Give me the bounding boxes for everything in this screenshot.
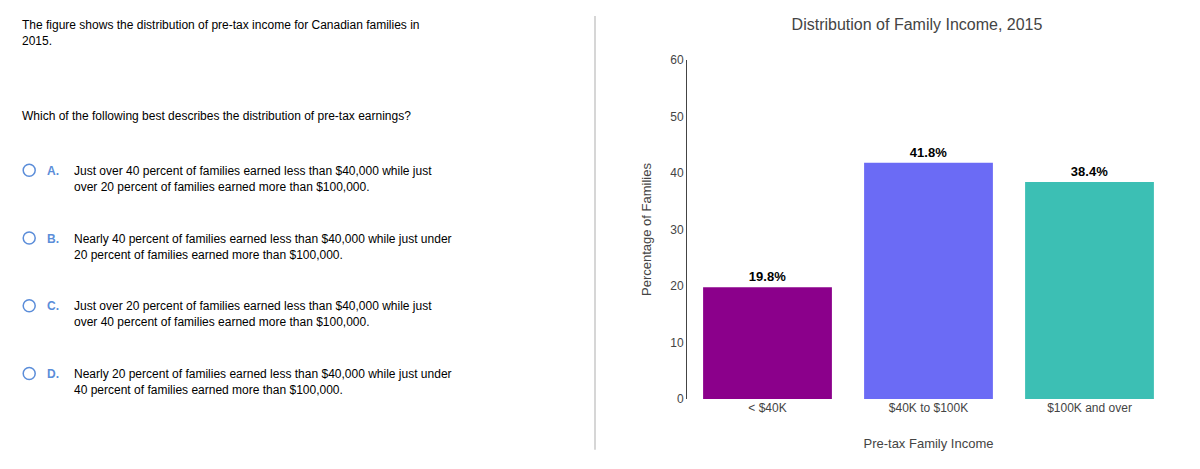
svg-text:50: 50	[670, 110, 684, 124]
svg-text:Percentage of Families: Percentage of Families	[639, 163, 654, 296]
svg-text:The figure shows the distribut: The figure shows the distribution of pre…	[22, 18, 420, 48]
svg-text:A.: A.	[47, 164, 59, 178]
svg-text:38.4%: 38.4%	[1071, 164, 1108, 179]
svg-text:60: 60	[670, 53, 684, 67]
svg-text:B.: B.	[47, 232, 59, 246]
svg-text:Pre-tax Family Income: Pre-tax Family Income	[863, 436, 993, 451]
svg-text:< $40K: < $40K	[748, 401, 786, 415]
svg-text:$40K to $100K: $40K to $100K	[889, 401, 968, 415]
svg-text:D.: D.	[47, 367, 59, 381]
svg-text:Distribution of Family Income,: Distribution of Family Income, 2015	[792, 16, 1043, 33]
svg-text:19.8%: 19.8%	[749, 269, 786, 284]
svg-text:10: 10	[670, 336, 684, 350]
svg-text:30: 30	[670, 223, 684, 237]
svg-text:$100K and over: $100K and over	[1047, 401, 1132, 415]
svg-text:Which of the following best de: Which of the following best describes th…	[22, 109, 411, 123]
svg-text:0: 0	[677, 392, 684, 406]
svg-text:20: 20	[670, 279, 684, 293]
svg-text:41.8%: 41.8%	[910, 145, 947, 160]
svg-text:40: 40	[670, 166, 684, 180]
svg-text:Just over 20 percent of famili: Just over 20 percent of families earned …	[74, 299, 432, 329]
svg-text:Nearly 40 percent of families: Nearly 40 percent of families earned les…	[74, 232, 452, 262]
svg-text:Nearly 20 percent of families: Nearly 20 percent of families earned les…	[74, 367, 452, 397]
svg-text:Just over 40 percent of famili: Just over 40 percent of families earned …	[74, 164, 432, 194]
svg-text:C.: C.	[47, 299, 59, 313]
